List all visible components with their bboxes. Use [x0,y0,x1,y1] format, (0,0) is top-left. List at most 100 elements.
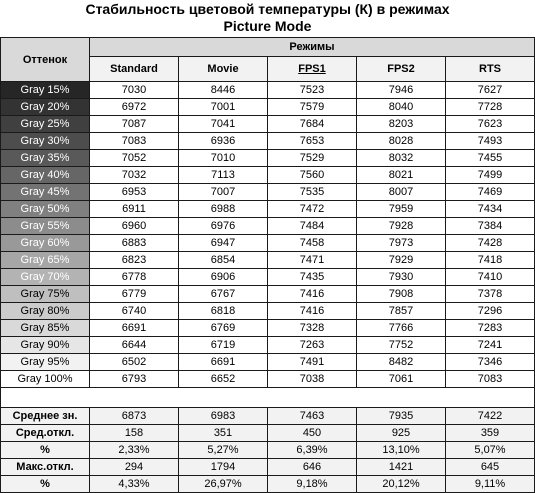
shade-label: Gray 35% [0,149,90,167]
value-cell: 7930 [356,268,446,286]
column-header-standard: Standard [89,56,179,82]
value-cell: 7032 [89,166,179,184]
value-cell: 7434 [445,200,535,218]
value-cell: 7484 [267,217,357,235]
value-cell: 7418 [445,251,535,269]
table-title: Стабильность цветовой температуры (К) в … [0,0,535,37]
value-cell: 7623 [445,115,535,133]
column-header-movie: Movie [178,56,268,82]
table-row: Gray 25% 7087 7041 7684 8203 7623 [0,115,535,133]
value-cell: 8007 [356,183,446,201]
value-cell: 6976 [178,217,268,235]
shade-label: Gray 100% [0,370,90,388]
value-cell: 6740 [89,302,179,320]
table-row: Gray 60% 6883 6947 7458 7973 7428 [0,234,535,252]
modes-header: Режимы [89,37,535,57]
shade-label: Gray 90% [0,336,90,354]
stat-value-cell: 351 [178,424,268,442]
stat-value-cell: 6983 [178,407,268,425]
table-row: Gray 95% 6502 6691 7491 8482 7346 [0,353,535,371]
stat-label: % [0,475,90,493]
value-cell: 7061 [356,370,446,388]
stat-label: Среднее зн. [0,407,90,425]
value-cell: 7378 [445,285,535,303]
shade-label: Gray 20% [0,98,90,116]
value-cell: 7752 [356,336,446,354]
value-cell: 8482 [356,353,446,371]
stat-value-cell: 7935 [356,407,446,425]
value-cell: 7653 [267,132,357,150]
value-cell: 7523 [267,81,357,99]
table-row: Gray 70% 6778 6906 7435 7930 7410 [0,268,535,286]
shade-label: Gray 25% [0,115,90,133]
value-cell: 7428 [445,234,535,252]
stat-label: % [0,441,90,459]
stat-value-cell: 9,18% [267,475,357,493]
value-cell: 7083 [445,370,535,388]
value-cell: 7627 [445,81,535,99]
table-row: Gray 100% 6793 6652 7038 7061 7083 [0,370,535,388]
value-cell: 8032 [356,149,446,167]
value-cell: 7296 [445,302,535,320]
value-cell: 6906 [178,268,268,286]
stats-row: Сред.откл. 158 351 450 925 359 [0,424,535,442]
stat-label: Сред.откл. [0,424,90,442]
shade-label: Gray 40% [0,166,90,184]
value-cell: 7959 [356,200,446,218]
value-cell: 7455 [445,149,535,167]
value-cell: 7087 [89,115,179,133]
table-row: Gray 65% 6823 6854 7471 7929 7418 [0,251,535,269]
table-row: Gray 50% 6911 6988 7472 7959 7434 [0,200,535,218]
value-cell: 6883 [89,234,179,252]
value-cell: 7113 [178,166,268,184]
value-cell: 6936 [178,132,268,150]
value-cell: 7346 [445,353,535,371]
value-cell: 7908 [356,285,446,303]
table-row: Gray 20% 6972 7001 7579 8040 7728 [0,98,535,116]
stat-value-cell: 4,33% [89,475,179,493]
value-cell: 7469 [445,183,535,201]
value-cell: 7010 [178,149,268,167]
value-cell: 7728 [445,98,535,116]
value-cell: 8203 [356,115,446,133]
column-header-rts: RTS [445,56,535,82]
stat-value-cell: 13,10% [356,441,446,459]
stats-row: % 2,33% 5,27% 6,39% 13,10% 5,07% [0,441,535,459]
title-line-2: Picture Mode [223,18,312,34]
value-cell: 6502 [89,353,179,371]
shade-label: Gray 60% [0,234,90,252]
separator-row [0,387,535,408]
value-cell: 8028 [356,132,446,150]
stat-value-cell: 645 [445,458,535,476]
value-cell: 6823 [89,251,179,269]
table-row: Gray 15% 7030 8446 7523 7946 7627 [0,81,535,99]
column-header-fps2: FPS2 [356,56,446,82]
stat-value-cell: 925 [356,424,446,442]
table-row: Gray 55% 6960 6976 7484 7928 7384 [0,217,535,235]
value-cell: 7472 [267,200,357,218]
shade-label: Gray 55% [0,217,90,235]
shade-label: Gray 70% [0,268,90,286]
value-cell: 7493 [445,132,535,150]
value-cell: 7471 [267,251,357,269]
value-cell: 8021 [356,166,446,184]
value-cell: 6818 [178,302,268,320]
value-cell: 7491 [267,353,357,371]
separator-cell [0,387,535,408]
value-cell: 7458 [267,234,357,252]
value-cell: 7946 [356,81,446,99]
value-cell: 7499 [445,166,535,184]
value-cell: 7929 [356,251,446,269]
stats-row: % 4,33% 26,97% 9,18% 20,12% 9,11% [0,475,535,493]
value-cell: 7241 [445,336,535,354]
value-cell: 7083 [89,132,179,150]
stat-value-cell: 1794 [178,458,268,476]
table-row: Gray 30% 7083 6936 7653 8028 7493 [0,132,535,150]
value-cell: 8040 [356,98,446,116]
value-cell: 7007 [178,183,268,201]
value-cell: 7928 [356,217,446,235]
stat-value-cell: 5,27% [178,441,268,459]
shade-column-header: Оттенок [0,37,90,82]
stats-row: Среднее зн. 6873 6983 7463 7935 7422 [0,407,535,425]
value-cell: 7041 [178,115,268,133]
